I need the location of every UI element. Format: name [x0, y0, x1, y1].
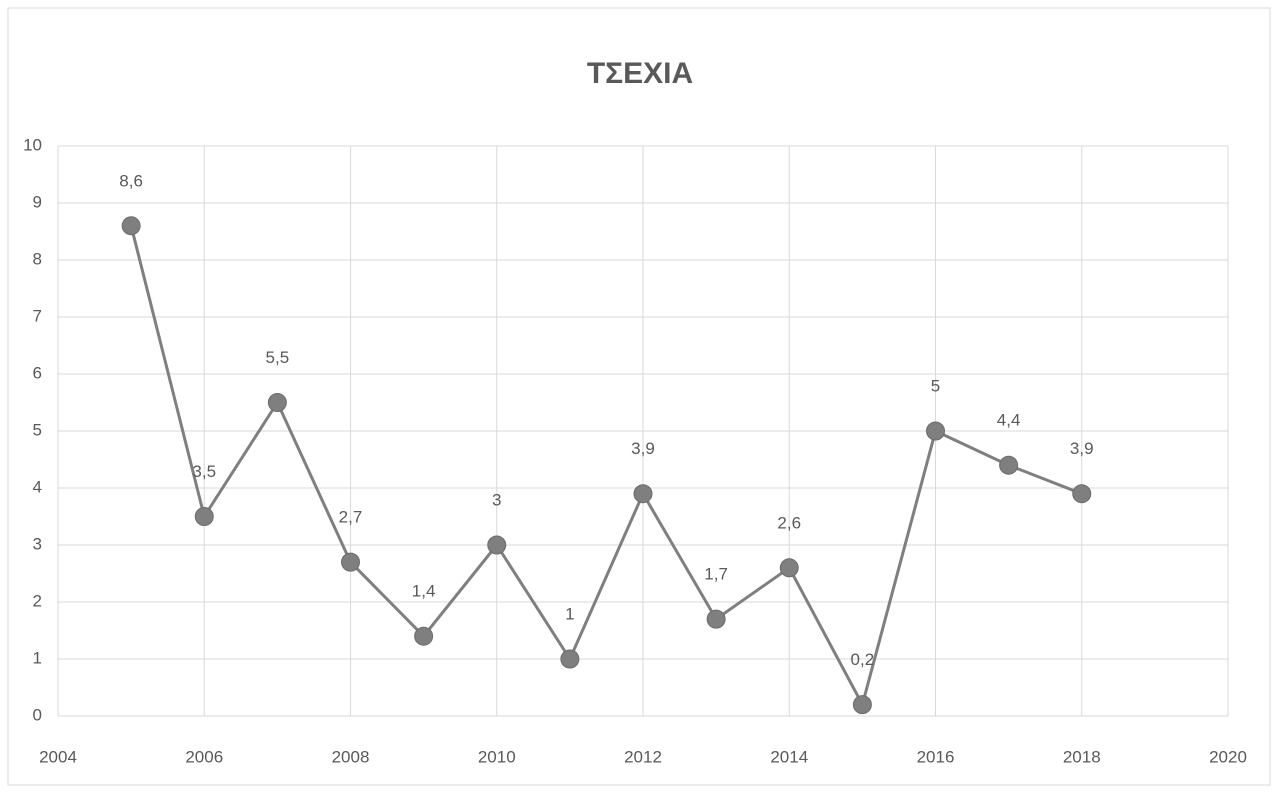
data-point: [487, 535, 507, 555]
data-point: [414, 626, 434, 646]
data-point: [1072, 484, 1092, 504]
x-tick-label: 2004: [39, 747, 77, 766]
data-label: 5: [931, 376, 940, 395]
data-label: 3,9: [1070, 439, 1094, 458]
y-tick-label: 7: [33, 306, 42, 325]
data-line: [129, 225, 1083, 709]
data-label: 0,2: [851, 650, 875, 669]
data-label: 3: [492, 490, 501, 509]
data-label: 3,5: [192, 462, 216, 481]
y-tick-label: 10: [23, 135, 42, 154]
y-tick-label: 4: [33, 477, 42, 496]
data-point: [560, 649, 580, 669]
data-point: [999, 455, 1019, 475]
y-tick-label: 0: [33, 705, 42, 724]
data-point: [121, 216, 141, 236]
data-point: [779, 558, 799, 578]
data-point: [926, 421, 945, 441]
data-label: 3,9: [631, 439, 655, 458]
data-point: [194, 507, 214, 526]
x-tick-label: 2020: [1209, 747, 1247, 766]
x-tick-label: 2016: [917, 747, 955, 766]
x-tick-label: 2012: [624, 747, 662, 766]
y-tick-label: 6: [33, 363, 42, 382]
chart-title: ΤΣΕΧΙΑ: [587, 57, 693, 90]
x-tick-label: 2018: [1063, 747, 1101, 766]
data-label: 1: [565, 604, 574, 623]
data-label: 5,5: [266, 348, 290, 367]
data-label: 1,7: [704, 565, 728, 584]
data-point: [267, 393, 287, 412]
x-tick-label: 2008: [332, 747, 370, 766]
data-point: [341, 552, 360, 572]
data-point: [706, 609, 726, 629]
chart-border: [7, 7, 1271, 786]
data-label: 4,4: [997, 411, 1021, 430]
y-tick-label: 5: [33, 420, 42, 439]
y-tick-label: 1: [33, 648, 42, 667]
data-point: [633, 484, 653, 504]
data-label: 2,7: [339, 508, 363, 527]
y-tick-label: 9: [33, 192, 42, 211]
y-tick-label: 8: [33, 249, 42, 268]
x-tick-label: 2010: [478, 747, 516, 766]
data-point: [852, 695, 872, 715]
data-label: 2,6: [777, 513, 801, 532]
x-tick-label: 2014: [770, 747, 808, 766]
data-label: 1,4: [412, 582, 436, 601]
y-tick-label: 3: [33, 534, 42, 553]
data-label: 8,6: [119, 171, 143, 190]
x-tick-label: 2006: [185, 747, 223, 766]
y-tick-label: 2: [33, 591, 42, 610]
